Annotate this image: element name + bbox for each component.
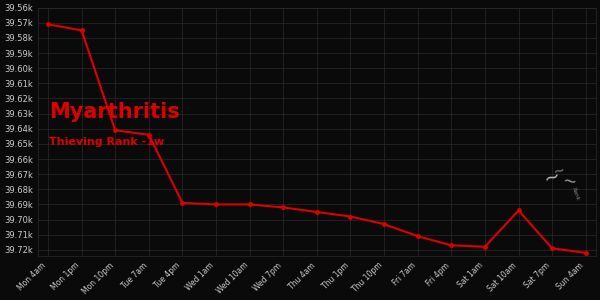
Text: Thieving Rank -1w: Thieving Rank -1w [49,137,164,147]
Text: ~: ~ [560,172,577,192]
Text: Myarthritis: Myarthritis [49,102,180,122]
Text: Rank: Rank [571,187,580,201]
Text: ~: ~ [551,163,566,179]
Text: ~: ~ [541,166,563,189]
